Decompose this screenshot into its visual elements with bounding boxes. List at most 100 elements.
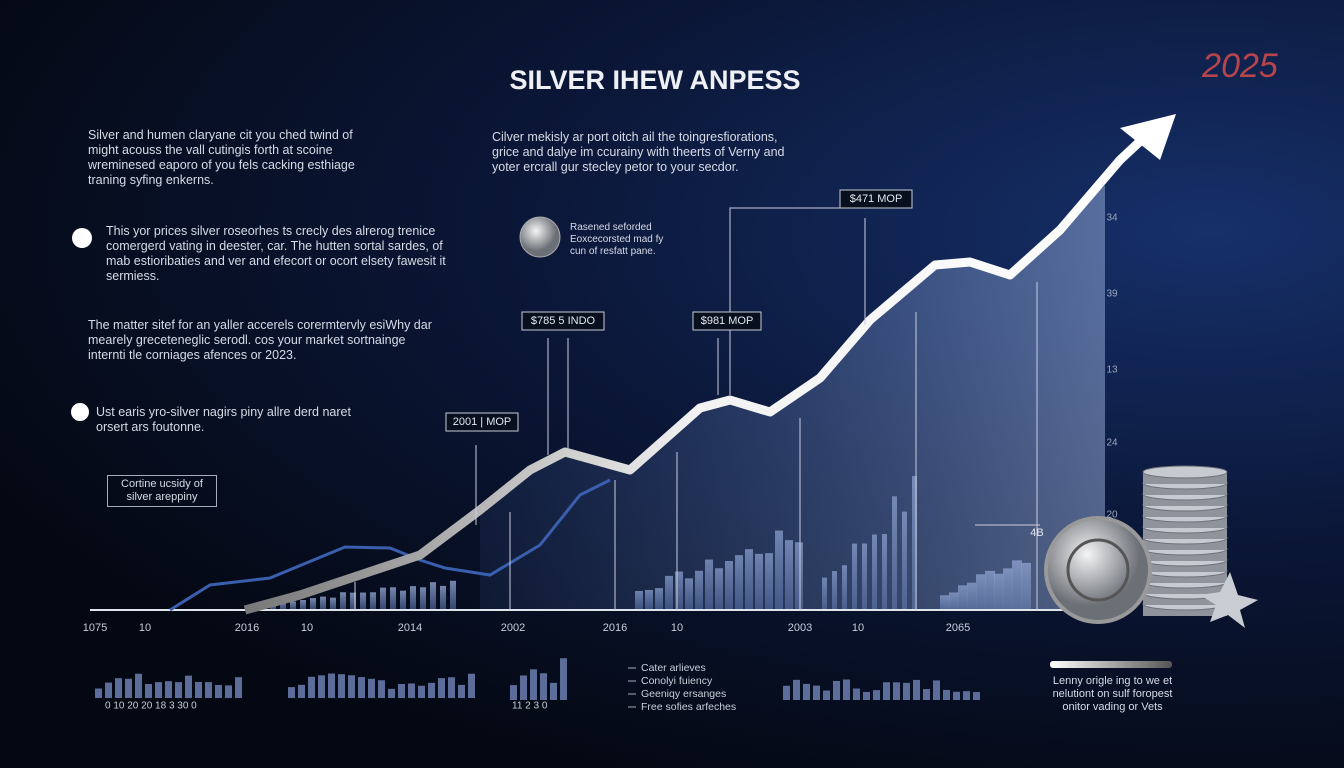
mini-bar: [328, 673, 335, 698]
mini-bar: [348, 675, 355, 698]
decor-bar: [360, 592, 366, 610]
x-label: 10: [301, 622, 313, 634]
mini-bar: [418, 685, 425, 698]
mini-bar: [95, 688, 102, 698]
mini-bar: [560, 658, 567, 700]
right-label: 13: [1106, 365, 1118, 376]
mini-bar: [520, 675, 527, 700]
coin-caption: Rasened seforded Eoxcecorsted mad fy cun…: [570, 222, 664, 257]
mini-bar: [833, 680, 840, 700]
callout-label: 4B: [1030, 527, 1043, 539]
x-label: 2002: [501, 622, 525, 634]
coin-face: [1142, 465, 1228, 479]
legend-label: Conolyi fuiency: [641, 675, 713, 687]
x-label: 10: [852, 622, 864, 634]
decor-bar: [310, 598, 316, 610]
point: The matter sitef for an yaller accerels …: [88, 318, 432, 362]
coin-icon: [519, 216, 561, 258]
mini-bar: [318, 675, 325, 698]
mini-bar: [408, 683, 415, 698]
mini-bar: [953, 691, 960, 700]
blue-line: [169, 478, 611, 612]
mini-bar: [438, 678, 445, 698]
x-label: 10: [671, 622, 683, 634]
silver-line: [243, 128, 1154, 615]
mini-bar: [368, 678, 375, 698]
mini-bar: [145, 683, 152, 698]
mini-bar: [843, 679, 850, 700]
mini-labels: 11 2 3 0: [512, 701, 548, 712]
mini-bar: [540, 673, 547, 700]
decor-bar: [440, 585, 446, 610]
callout-box: [521, 311, 605, 331]
decor-bar: [400, 590, 406, 610]
mini-bar: [883, 682, 890, 700]
coins: [1142, 465, 1228, 616]
point: Ust earis yro-silver nagirs piny allre d…: [96, 405, 351, 434]
mini-bar: [125, 678, 132, 698]
right-label: 34: [1106, 213, 1118, 224]
callout-box: [445, 412, 519, 432]
right-label: 24: [1106, 438, 1118, 449]
legend-label: Cater arlieves: [641, 662, 706, 674]
mini-bar: [458, 684, 465, 698]
decor-bar: [380, 587, 386, 610]
mini-bar: [943, 689, 950, 700]
callout-label: $785 5 INDO: [531, 315, 596, 327]
right-label: 39: [1106, 289, 1118, 300]
mini-bar: [225, 685, 232, 698]
mini-bar: [298, 684, 305, 698]
decor-bar: [330, 597, 336, 610]
mini-bar: [155, 682, 162, 698]
mini-bar: [358, 677, 365, 698]
x-label: 1075: [83, 622, 107, 634]
mini-bar: [195, 681, 202, 698]
mini-bar: [793, 679, 800, 700]
callout-label: $471 MOP: [850, 193, 903, 205]
mini-bar: [175, 682, 182, 698]
decor-bar: [420, 587, 426, 610]
mini-bar: [933, 680, 940, 700]
mini-bar: [468, 673, 475, 698]
center-text: Cilver mekisly ar port oitch ail the toi…: [492, 130, 785, 174]
x-label: 2003: [788, 622, 812, 634]
right-label: 20: [1106, 510, 1118, 521]
decor-bar: [450, 580, 456, 610]
mini-bar: [185, 675, 192, 698]
box: Cortine ucsidy of silver areppiny: [107, 475, 217, 507]
mini-bar: [235, 677, 242, 698]
decor-bar: [290, 601, 296, 610]
mini-bar: [135, 673, 142, 698]
mini-bar: [963, 691, 970, 700]
mini-bar: [973, 691, 980, 700]
callout-box: [839, 189, 913, 209]
year: 2025: [1201, 47, 1278, 85]
arrow-head: [1120, 114, 1176, 160]
mini-bar: [873, 690, 880, 700]
decor-bar: [430, 582, 436, 610]
title: SILVER IHEW ANPESS: [509, 65, 800, 95]
mini-bar: [823, 690, 830, 700]
footer-note: Lenny origle ing to we et nelutiont on s…: [1052, 675, 1173, 713]
decor-bar: [280, 601, 286, 610]
callout-label: $981 MOP: [701, 315, 754, 327]
mini-bar: [923, 689, 930, 700]
decor-bar: [320, 596, 326, 610]
mini-bar: [863, 691, 870, 700]
mini-bar: [165, 681, 172, 698]
coin-ring: [1066, 538, 1130, 602]
person-icon: [72, 228, 92, 248]
decor-bar: [390, 587, 396, 610]
footer-bar: [1050, 661, 1172, 668]
callout-label: 2001 | MOP: [453, 416, 512, 428]
x-label: 2016: [603, 622, 627, 634]
point: This yor prices silver roseorhes ts crec…: [106, 224, 446, 283]
legend-label: Free sofies arfeches: [641, 701, 736, 713]
legend-label: Geeniqy ersanges: [641, 688, 726, 700]
decor-bar: [410, 586, 416, 610]
bitcoin-coin: [1044, 516, 1152, 624]
mini-bar: [338, 674, 345, 698]
mini-bar: [903, 682, 910, 700]
x-label: 2016: [235, 622, 259, 634]
